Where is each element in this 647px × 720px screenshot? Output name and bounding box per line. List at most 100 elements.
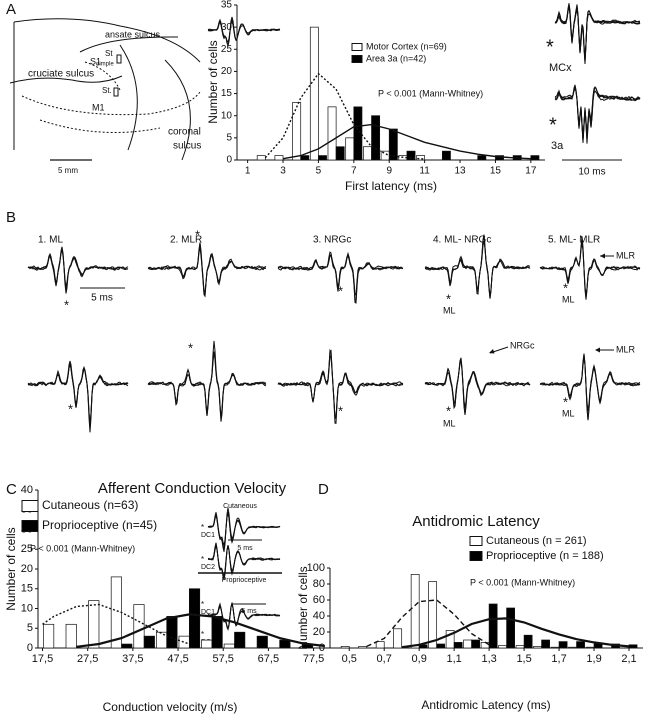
trace xyxy=(554,85,641,141)
legend-label: Proprioceptive (n = 188) xyxy=(486,550,604,562)
trace-label: ML xyxy=(562,294,575,304)
x-tick-label: 11 xyxy=(419,166,430,177)
dotted-line xyxy=(39,119,161,133)
trace xyxy=(208,513,281,546)
bar xyxy=(166,616,178,649)
y-tick-label: 60 xyxy=(313,594,325,606)
asterisk: * xyxy=(201,600,204,609)
annotation: P < 0.001 (Mann-Whitney) xyxy=(470,577,575,587)
y-tick-label: 20 xyxy=(221,66,233,77)
bar xyxy=(234,631,246,649)
bar xyxy=(445,630,455,649)
asterisk: * xyxy=(563,280,568,295)
bar xyxy=(471,639,481,649)
bar xyxy=(327,106,337,161)
legend-label: Proprioceptive (n=45) xyxy=(42,518,157,532)
asterisk: * xyxy=(201,523,204,532)
trace xyxy=(27,363,129,433)
y-tick-label: 40 xyxy=(313,610,325,622)
legend-swatch xyxy=(21,520,39,532)
trace-label: NRGc xyxy=(510,340,535,350)
y-tick-label: 0 xyxy=(27,642,33,654)
scale-label: 5 ms xyxy=(91,293,113,304)
panel-label: D xyxy=(318,481,329,498)
arrowhead xyxy=(489,349,495,354)
x-tick-label: 57,5 xyxy=(213,653,234,665)
x-tick-label: 15 xyxy=(490,166,502,177)
electrode xyxy=(116,54,122,64)
x-tick-label: 13 xyxy=(454,166,466,177)
bar xyxy=(406,150,416,161)
trace xyxy=(424,235,531,299)
diagram-label: coronal xyxy=(168,127,201,138)
fit-curve xyxy=(76,613,326,648)
trace xyxy=(147,247,267,298)
bar xyxy=(585,646,595,649)
bar xyxy=(488,603,498,649)
y-axis-title: Number of cells xyxy=(206,40,220,123)
trace xyxy=(539,236,641,298)
bar xyxy=(410,574,420,649)
asterisk: * xyxy=(201,555,204,564)
bar xyxy=(110,576,122,649)
y-tick-label: 25 xyxy=(221,44,233,55)
y-tick-label: 20 xyxy=(21,563,33,575)
dotted-line xyxy=(21,91,201,116)
bar xyxy=(533,646,542,649)
bar xyxy=(550,646,560,649)
x-tick-label: 2,1 xyxy=(621,653,636,665)
bar xyxy=(188,588,201,649)
bar xyxy=(506,607,516,649)
bar xyxy=(345,137,355,161)
trace xyxy=(27,363,129,426)
inset-label: DC1 xyxy=(201,609,215,616)
x-tick-label: 3 xyxy=(280,166,286,177)
trace-label: 3a xyxy=(551,140,564,152)
diagram-label: S1 xyxy=(90,56,101,66)
bar xyxy=(121,643,133,649)
annotation: P < 0.001 (Mann-Whitney) xyxy=(30,543,135,553)
bar xyxy=(309,26,319,161)
bar xyxy=(523,634,533,649)
asterisk: * xyxy=(68,401,73,416)
fit-curve xyxy=(366,599,490,648)
bar xyxy=(393,628,403,649)
bar xyxy=(375,641,385,649)
bar xyxy=(358,646,368,649)
bar xyxy=(133,604,145,649)
trace-label: ML xyxy=(443,418,456,428)
bar xyxy=(628,644,638,649)
diagram-label: St xyxy=(105,49,113,58)
diagram-label: St. xyxy=(102,86,112,95)
legend-label: Cutaneous (n = 261) xyxy=(486,535,587,547)
x-tick-label: 1,7 xyxy=(551,653,566,665)
bar xyxy=(211,616,223,649)
bar xyxy=(178,635,190,649)
y-tick-label: 5 xyxy=(27,622,33,634)
x-tick-label: 47,5 xyxy=(167,653,188,665)
asterisk: * xyxy=(338,403,343,418)
bar xyxy=(515,645,525,649)
chart-title: Afferent Conduction Velocity xyxy=(98,480,287,497)
trace xyxy=(424,359,531,415)
bar xyxy=(292,102,302,161)
x-tick-label: 0,7 xyxy=(377,653,392,665)
y-tick-label: 25 xyxy=(21,543,33,555)
diagram-label: M1 xyxy=(92,102,105,112)
asterisk: * xyxy=(546,36,554,58)
legend-swatch xyxy=(351,55,363,63)
y-tick-label: 10 xyxy=(221,110,233,121)
x-tick-label: 37,5 xyxy=(122,653,143,665)
asterisk: * xyxy=(64,297,69,312)
annotation: P < 0.001 (Mann-Whitney) xyxy=(378,88,483,98)
bar xyxy=(428,581,438,649)
legend-label: Area 3a (n=42) xyxy=(366,53,426,63)
trace xyxy=(539,357,641,411)
trace-label: MLR xyxy=(616,250,636,260)
fit-curve xyxy=(401,617,630,649)
trace-label: ML xyxy=(443,305,456,315)
bar xyxy=(223,643,235,649)
x-tick-label: 1,1 xyxy=(447,653,462,665)
bar xyxy=(335,146,345,161)
bar xyxy=(530,155,540,161)
